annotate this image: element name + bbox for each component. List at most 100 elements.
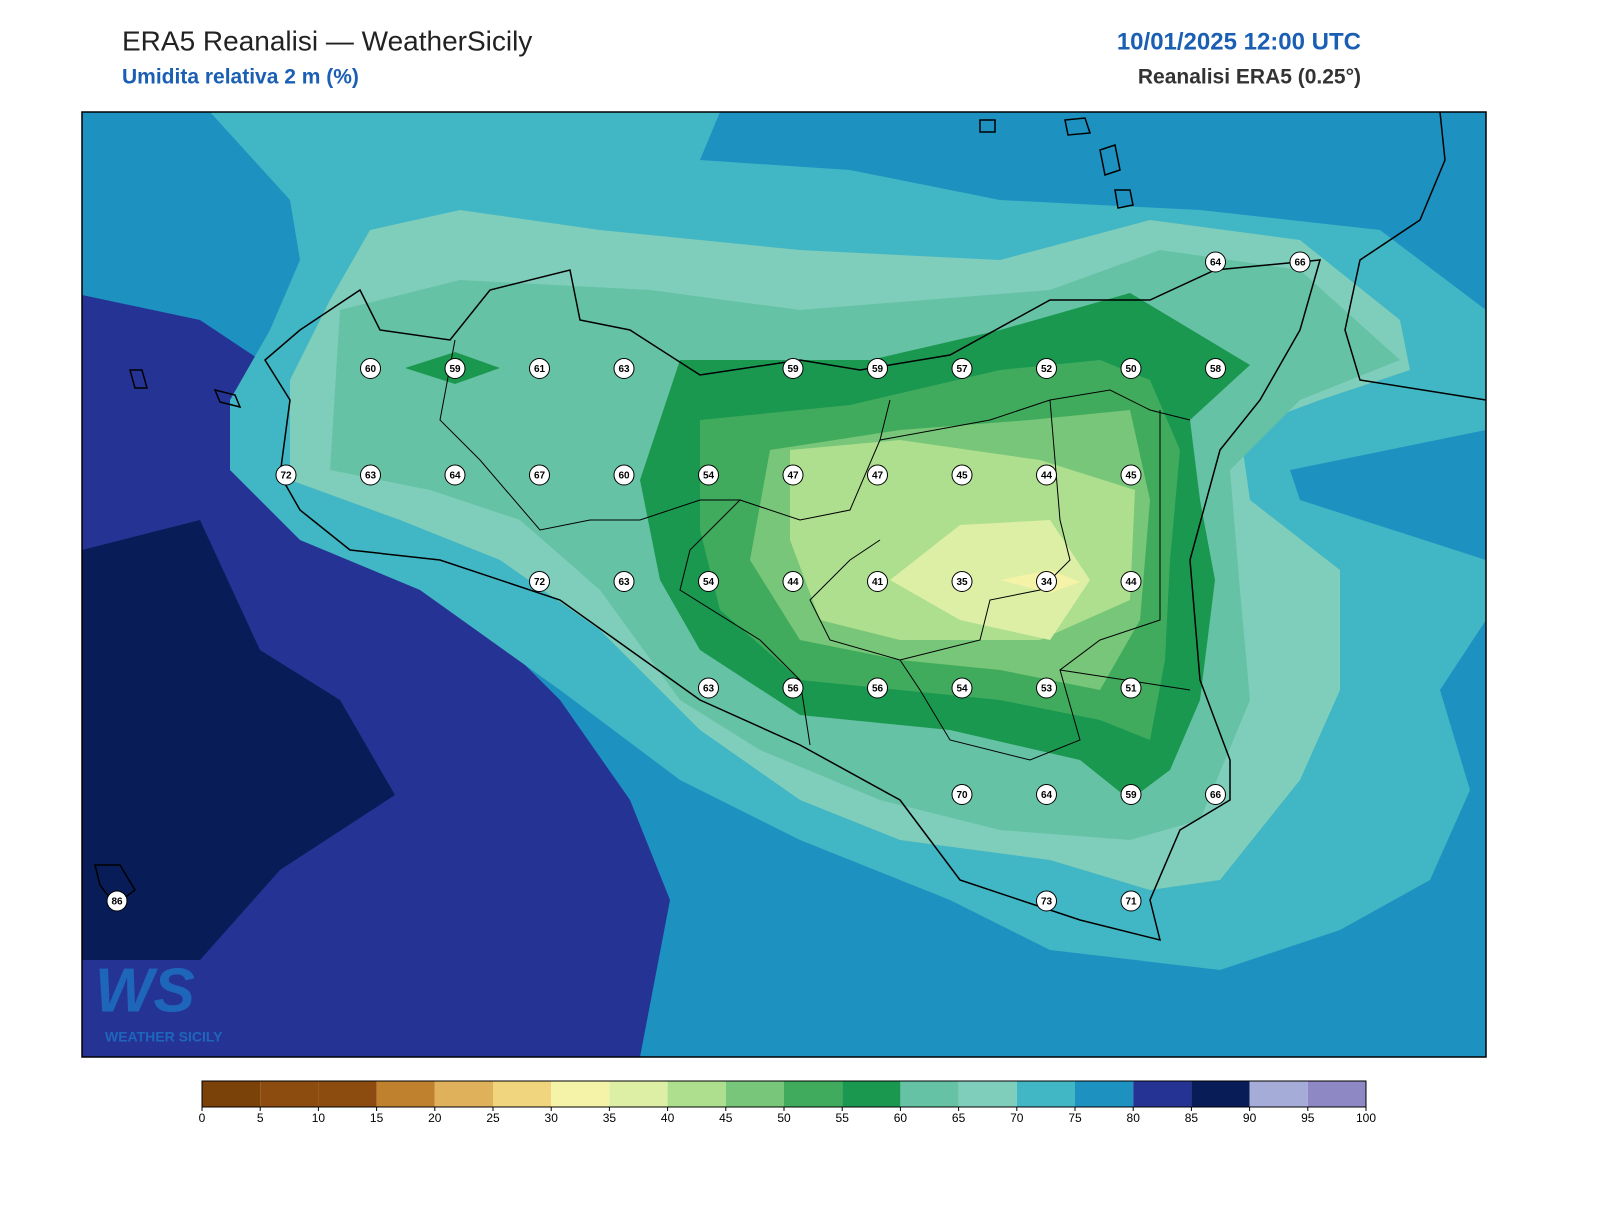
station-value: 45 [956,471,968,482]
station-value: 51 [1125,684,1137,695]
station-marker [867,464,888,486]
station-value: 70 [956,790,968,801]
source: Reanalisi ERA5 (0.25°) [1138,66,1361,89]
colorbar-tick-label: 45 [719,1111,733,1125]
station-marker [1120,890,1142,912]
station-value: 54 [956,684,968,695]
station-value: 63 [618,364,630,375]
colorbar-band [434,1081,493,1107]
station-marker [444,464,466,486]
coastline [94,112,1486,942]
colorbar-band [1191,1081,1250,1107]
station-value: 45 [1125,471,1137,482]
station-marker [360,358,381,379]
station-value: 59 [872,364,884,375]
colorbar-band [609,1081,668,1107]
contour-band [890,520,1090,640]
regions [439,339,1191,761]
station-value: 64 [1210,258,1222,269]
station-marker [1120,677,1142,699]
colorbar-band [1307,1081,1366,1107]
station-marker [867,571,888,592]
colorbar-band [667,1081,726,1107]
station-marker [1120,464,1142,486]
contour-field [82,112,1486,1057]
colorbar-tick-label: 10 [312,1111,326,1125]
station-marker [951,571,973,592]
station-marker [529,571,550,592]
colorbar-tick-label: 60 [894,1111,908,1125]
station-value: 59 [449,364,461,375]
colorbar-tick-label: 15 [370,1111,384,1125]
colorbar-tick-label: 80 [1127,1111,1141,1125]
station-marker [1036,784,1057,805]
station-value: 56 [872,684,884,695]
station-marker [444,358,466,379]
stations: 64 66 60 59 61 63 59 59 57 52 50 58 72 63 64 67 60 54 47 47… [106,251,1311,912]
colorbar-band [725,1081,784,1107]
colorbar-band [1133,1081,1192,1107]
station-marker [275,464,297,486]
colorbar-tick-label: 65 [952,1111,966,1125]
station-marker [1205,784,1226,805]
station-marker [1036,890,1057,912]
station-value: 63 [365,471,377,482]
station-value: 47 [872,471,884,482]
colorbar-tick-label: 55 [836,1111,850,1125]
station-marker [1036,571,1057,592]
station-marker [1120,571,1142,592]
station-marker [1205,358,1226,379]
colorbar-band [260,1081,319,1107]
colorbar-tick-label: 70 [1010,1111,1024,1125]
colorbar-tick-label: 90 [1243,1111,1257,1125]
colorbar-band [493,1081,552,1107]
station-value: 59 [1125,790,1137,801]
station-value: 44 [1125,577,1137,588]
station-value: 57 [956,364,968,375]
colorbar-tick-label: 100 [1356,1111,1376,1125]
station-marker [1036,677,1057,699]
station-value: 60 [365,364,377,375]
colorbar-band [551,1081,610,1107]
station-marker [782,358,804,379]
colorbar: 0 5 10 15 20 25 30 35 40 45 50 55 60 65 70 75 80 85 90 95 10… [199,1080,1376,1125]
colorbar-tick-label: 0 [199,1111,206,1125]
colorbar-tick-label: 40 [661,1111,675,1125]
map-frame [81,111,1487,1058]
station-marker [1120,784,1142,805]
colorbar-band [784,1081,843,1107]
station-marker [782,571,804,592]
station-value: 47 [787,471,799,482]
station-value: 61 [534,364,546,375]
station-marker [1036,464,1057,486]
station-value: 73 [1041,897,1053,908]
station-value: 54 [703,577,715,588]
station-marker [1289,251,1311,273]
colorbar-tick-label: 75 [1068,1111,1082,1125]
contour-band [82,520,395,960]
station-marker [613,571,635,592]
station-value: 63 [618,577,630,588]
colorbar-band [1075,1081,1134,1107]
colorbar-tick-label: 95 [1301,1111,1315,1125]
station-marker [951,464,973,486]
station-marker [529,358,550,379]
station-value: 35 [956,577,968,588]
station-marker [1120,358,1142,379]
station-value: 54 [703,471,715,482]
station-marker [951,784,973,805]
title: ERA5 Reanalisi — WeatherSicily [122,25,532,56]
datetime: 10/01/2025 12:00 UTC [1117,28,1361,55]
logo-mark: WS [95,956,195,1025]
station-marker [613,358,635,379]
station-value: 34 [1041,577,1053,588]
station-marker [698,571,719,592]
colorbar-tick-label: 85 [1185,1111,1199,1125]
colorbar-tick-label: 5 [257,1111,264,1125]
station-value: 64 [1041,790,1053,801]
station-marker [1205,251,1226,273]
station-marker [951,677,973,699]
station-value: 44 [1041,471,1053,482]
station-value: 72 [280,471,292,482]
